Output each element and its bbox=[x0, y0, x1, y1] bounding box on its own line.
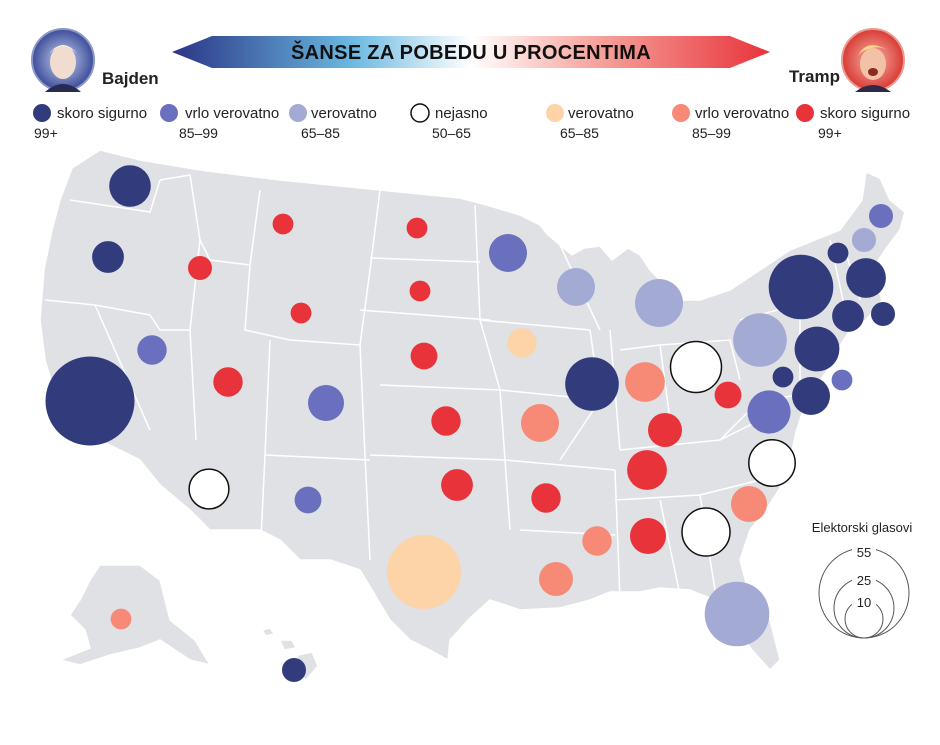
size-legend-ring-55 bbox=[818, 547, 910, 639]
size-legend-value-10: 10 bbox=[857, 595, 871, 610]
legend-item-rep-likely: vrlo verovatno 85–99 bbox=[672, 104, 789, 141]
state-bubble-wv bbox=[714, 381, 742, 409]
state-bubble-nc bbox=[748, 439, 796, 487]
state-bubble-ia bbox=[507, 328, 537, 358]
state-bubble-wa bbox=[109, 165, 151, 207]
state-bubble-nd bbox=[406, 217, 428, 239]
state-bubble-sc bbox=[731, 486, 767, 522]
state-bubble-ky bbox=[648, 413, 682, 447]
legend-swatch bbox=[160, 104, 178, 122]
state-bubble-va bbox=[747, 390, 791, 434]
state-bubble-ks bbox=[431, 406, 461, 436]
legend-swatch bbox=[672, 104, 690, 122]
legend-item-dem-lean: verovatno 65–85 bbox=[289, 104, 377, 141]
state-bubble-tx bbox=[387, 535, 461, 609]
state-bubble-sd bbox=[409, 280, 431, 302]
legend-item-dem-sure: skoro sigurno 99+ bbox=[33, 104, 147, 141]
state-bubble-pa bbox=[733, 313, 787, 367]
legend-range: 65–85 bbox=[301, 125, 340, 141]
size-legend-title: Elektorski glasovi bbox=[812, 520, 913, 535]
state-bubble-mt bbox=[272, 213, 294, 235]
header: ŠANSE ZA POBEDU U PROCENTIMA Bajden Tram… bbox=[31, 28, 905, 92]
state-bubble-ar bbox=[531, 483, 561, 513]
legend-label: skoro sigurno bbox=[820, 105, 910, 122]
trump-name: Tramp bbox=[789, 67, 840, 86]
state-bubble-ct bbox=[832, 300, 864, 332]
state-bubble-ri bbox=[871, 302, 895, 326]
size-legend-value-55: 55 bbox=[857, 545, 871, 560]
state-bubble-de bbox=[772, 366, 794, 388]
state-bubble-vt bbox=[827, 242, 849, 264]
legend-item-rep-sure: skoro sigurno 99+ bbox=[796, 104, 910, 141]
state-bubble-al bbox=[630, 518, 666, 554]
state-bubble-wi bbox=[557, 268, 595, 306]
legend-label: vrlo verovatno bbox=[695, 105, 789, 122]
trump-portrait bbox=[841, 28, 905, 92]
legend-label: verovatno bbox=[568, 105, 634, 122]
state-bubble-in bbox=[625, 362, 665, 402]
state-bubbles bbox=[45, 165, 895, 682]
state-bubble-ga bbox=[681, 507, 731, 557]
state-bubble-wy bbox=[290, 302, 312, 324]
state-bubble-or bbox=[92, 241, 124, 273]
legend-swatch bbox=[289, 104, 307, 122]
state-bubble-nv bbox=[137, 335, 167, 365]
state-bubble-ma bbox=[846, 258, 886, 298]
legend-swatch bbox=[796, 104, 814, 122]
legend-label: skoro sigurno bbox=[57, 105, 147, 122]
state-bubble-mo bbox=[521, 404, 559, 442]
page-title: ŠANSE ZA POBEDU U PROCENTIMA bbox=[291, 40, 651, 64]
state-bubble-md bbox=[792, 377, 830, 415]
state-bubble-hi bbox=[282, 658, 306, 682]
legend-item-tossup: nejasno 50–65 bbox=[410, 103, 488, 141]
state-bubble-il bbox=[565, 357, 619, 411]
title-arrow bbox=[172, 36, 770, 68]
state-bubble-ok bbox=[441, 469, 473, 501]
size-legend-value-25: 25 bbox=[857, 573, 871, 588]
state-bubble-ny bbox=[768, 254, 834, 320]
legend-range: 65–85 bbox=[560, 125, 599, 141]
state-bubble-me bbox=[869, 204, 893, 228]
state-bubble-nm bbox=[294, 486, 322, 514]
legend-swatch bbox=[410, 103, 430, 123]
legend-label: nejasno bbox=[435, 105, 488, 122]
state-bubble-id bbox=[188, 256, 212, 280]
legend-range: 50–65 bbox=[432, 125, 471, 141]
state-bubble-mn bbox=[489, 234, 527, 272]
legend-item-rep-lean: verovatno 65–85 bbox=[546, 104, 634, 141]
legend-range: 99+ bbox=[818, 125, 842, 141]
state-bubble-tn bbox=[627, 450, 667, 490]
legend-label: verovatno bbox=[311, 105, 377, 122]
state-bubble-dc bbox=[831, 369, 853, 391]
legend-item-dem-likely: vrlo verovatno 85–99 bbox=[160, 104, 279, 141]
state-bubble-mi bbox=[635, 279, 683, 327]
legend-swatch bbox=[546, 104, 564, 122]
state-bubble-fl bbox=[704, 581, 770, 647]
biden-portrait bbox=[31, 28, 95, 92]
probability-legend: skoro sigurno 99+ vrlo verovatno 85–99 v… bbox=[33, 103, 910, 141]
state-bubble-ms bbox=[582, 526, 612, 556]
state-bubble-oh bbox=[669, 340, 723, 394]
state-bubble-co bbox=[308, 385, 344, 421]
state-bubble-ak bbox=[110, 608, 132, 630]
legend-label: vrlo verovatno bbox=[185, 105, 279, 122]
state-bubble-az bbox=[188, 468, 230, 510]
legend-range: 85–99 bbox=[692, 125, 731, 141]
state-bubble-ca bbox=[45, 356, 135, 446]
state-bubble-la bbox=[539, 562, 573, 596]
state-bubble-ne bbox=[410, 342, 438, 370]
state-bubble-ut bbox=[213, 367, 243, 397]
legend-range: 85–99 bbox=[179, 125, 218, 141]
legend-swatch bbox=[33, 104, 51, 122]
state-bubble-nj bbox=[794, 326, 840, 372]
alaska-landmass bbox=[57, 564, 212, 667]
legend-range: 99+ bbox=[34, 125, 58, 141]
state-bubble-nh bbox=[852, 228, 876, 252]
biden-name: Bajden bbox=[102, 69, 159, 88]
electoral-votes-size-legend: Elektorski glasovi 55 25 10 bbox=[812, 520, 913, 639]
